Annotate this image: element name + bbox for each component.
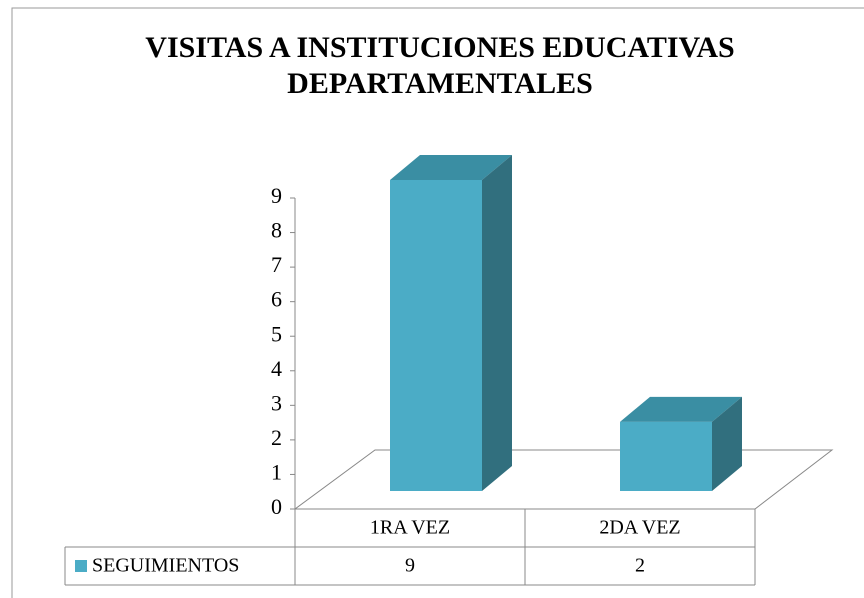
y-tick-label: 6 bbox=[271, 287, 282, 312]
legend-label: SEGUIMIENTOS bbox=[92, 555, 239, 577]
y-tick-label: 5 bbox=[271, 321, 282, 346]
chart-border bbox=[11, 7, 864, 598]
bar-front bbox=[390, 180, 482, 491]
legend-key bbox=[75, 560, 87, 572]
y-tick-label: 1 bbox=[271, 459, 282, 484]
bar-top bbox=[390, 155, 512, 180]
y-tick-label: 7 bbox=[271, 252, 282, 277]
y-tick-label: 9 bbox=[271, 183, 282, 208]
bar-side bbox=[482, 155, 512, 491]
y-tick-label: 0 bbox=[271, 494, 282, 519]
bar bbox=[390, 155, 512, 491]
y-tick-label: 2 bbox=[271, 425, 282, 450]
bar-side bbox=[712, 396, 742, 491]
y-tick-label: 3 bbox=[271, 390, 282, 415]
bar bbox=[620, 396, 742, 491]
x-tick-label: 1RA VEZ bbox=[370, 517, 450, 539]
chart-title: DEPARTAMENTALES bbox=[287, 67, 593, 100]
y-tick-label: 4 bbox=[271, 356, 282, 381]
chart-title: VISITAS A INSTITUCIONES EDUCATIVAS bbox=[145, 31, 734, 64]
bar-top bbox=[620, 396, 742, 422]
table-value: 9 bbox=[405, 555, 415, 577]
table-value: 2 bbox=[635, 555, 645, 577]
y-tick-label: 8 bbox=[271, 218, 282, 243]
bar-front bbox=[620, 421, 712, 491]
x-tick-label: 2DA VEZ bbox=[599, 517, 680, 539]
floor bbox=[293, 449, 834, 510]
